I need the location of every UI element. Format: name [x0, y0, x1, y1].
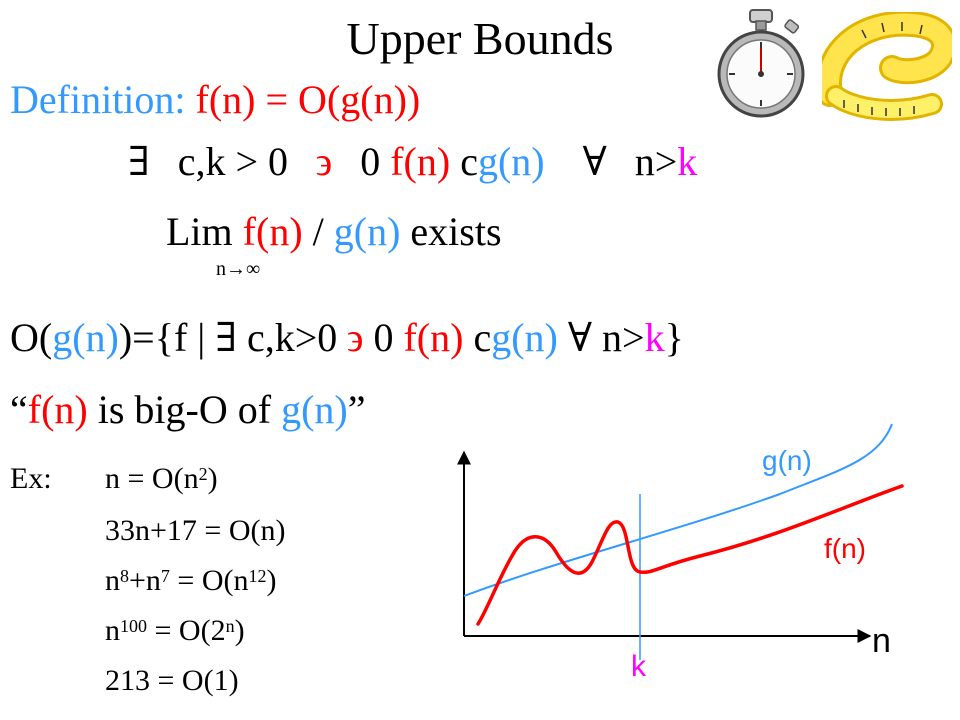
- example-3-s3: 12: [248, 565, 267, 586]
- series-f-label: f(n): [824, 533, 866, 564]
- example-1-base: n = O(n: [105, 462, 199, 495]
- set-k: k: [644, 315, 665, 360]
- example-1-sup: 2: [198, 463, 208, 484]
- series-g-curve: [463, 423, 893, 597]
- quote-mid: is big-O of: [87, 387, 282, 432]
- series-g-label: g(n): [762, 445, 812, 476]
- examples-label: Ex:: [10, 462, 52, 495]
- example-4: n100 = O(2n): [105, 614, 245, 648]
- example-3-s2: 7: [160, 565, 170, 586]
- set-o-open: O(: [10, 315, 53, 360]
- definition-label: Definition:: [10, 77, 186, 122]
- example-5-text: 213 = O(1): [105, 664, 239, 697]
- set-g: g(n): [52, 315, 119, 360]
- example-3: n8+n7 = O(n12): [105, 564, 277, 598]
- fn-term: f(n): [390, 139, 451, 184]
- example-4-s1: 100: [120, 615, 147, 636]
- ck-condition: c,k > 0: [177, 139, 289, 184]
- set-exists: ∃: [215, 315, 237, 360]
- set-gn: g(n): [491, 315, 558, 360]
- example-4-s2: n: [225, 615, 235, 636]
- series-f-curve: [476, 484, 904, 626]
- example-3-b1: n: [105, 564, 120, 597]
- example-4-b1: n: [105, 614, 120, 647]
- set-c: c: [473, 315, 492, 360]
- big-o-quote: “f(n) is big-O of g(n)”: [10, 386, 365, 433]
- exists-word: exists: [410, 209, 502, 254]
- example-2: 33n+17 = O(n): [105, 514, 285, 548]
- example-1: n = O(n2): [105, 462, 218, 496]
- example-4-b2: = O(2: [147, 614, 226, 647]
- example-2-text: 33n+17 = O(n): [105, 514, 286, 547]
- page-title: Upper Bounds: [346, 13, 614, 64]
- set-ck: c,k>0: [246, 315, 338, 360]
- example-3-end: ): [266, 564, 277, 597]
- example-3-b2: +n: [129, 564, 161, 597]
- n-greater: n>: [634, 139, 678, 184]
- lim-word: Lim: [166, 209, 233, 254]
- such-that-symbol: ϶: [316, 139, 333, 184]
- gn-term: g(n): [477, 139, 545, 184]
- measuring-tape-icon: [822, 12, 952, 121]
- exists-symbol: ∃: [128, 139, 150, 184]
- example-5: 213 = O(1): [105, 664, 239, 698]
- c-term: c: [460, 139, 478, 184]
- set-close: }: [664, 315, 684, 360]
- k-term: k: [677, 139, 698, 184]
- lim-gn: g(n): [333, 209, 401, 254]
- example-3-b3: = O(n: [169, 564, 249, 597]
- example-1-end: ): [207, 462, 218, 495]
- slash: /: [312, 209, 324, 254]
- quote-gn: g(n): [281, 387, 348, 432]
- quote-fn: f(n): [27, 387, 88, 432]
- set-such-that: ϶: [347, 315, 364, 360]
- quote-close: ”: [347, 387, 366, 432]
- x-axis-label: n: [872, 622, 891, 660]
- example-3-s1: 8: [120, 565, 129, 586]
- set-fn: f(n): [403, 315, 464, 360]
- k-marker-label: k: [631, 650, 647, 683]
- example-4-end: ): [234, 614, 245, 647]
- zero: 0: [360, 139, 381, 184]
- set-n-greater: n>: [602, 315, 645, 360]
- limit-subscript: n→∞: [216, 258, 261, 280]
- quote-open: “: [10, 387, 28, 432]
- definition-line: Definition: f(n) = O(g(n)): [10, 76, 420, 123]
- lim-fn: f(n): [242, 209, 303, 254]
- definition-condition: ∃ c,k > 0 ϶ 0 f(n) cg(n) ∀ n>k: [100, 138, 697, 185]
- set-forall: ∀: [567, 315, 592, 360]
- set-zero: 0: [373, 315, 394, 360]
- limit-condition: Lim f(n) / g(n) exists: [100, 208, 502, 255]
- stopwatch-icon: [717, 9, 805, 118]
- set-definition: O(g(n))={f | ∃ c,k>0 ϶ 0 f(n) cg(n) ∀ n>…: [10, 314, 684, 361]
- set-o-close: )={f |: [118, 315, 206, 360]
- forall-symbol: ∀: [582, 139, 607, 184]
- definition-expression: f(n) = O(g(n)): [195, 77, 421, 122]
